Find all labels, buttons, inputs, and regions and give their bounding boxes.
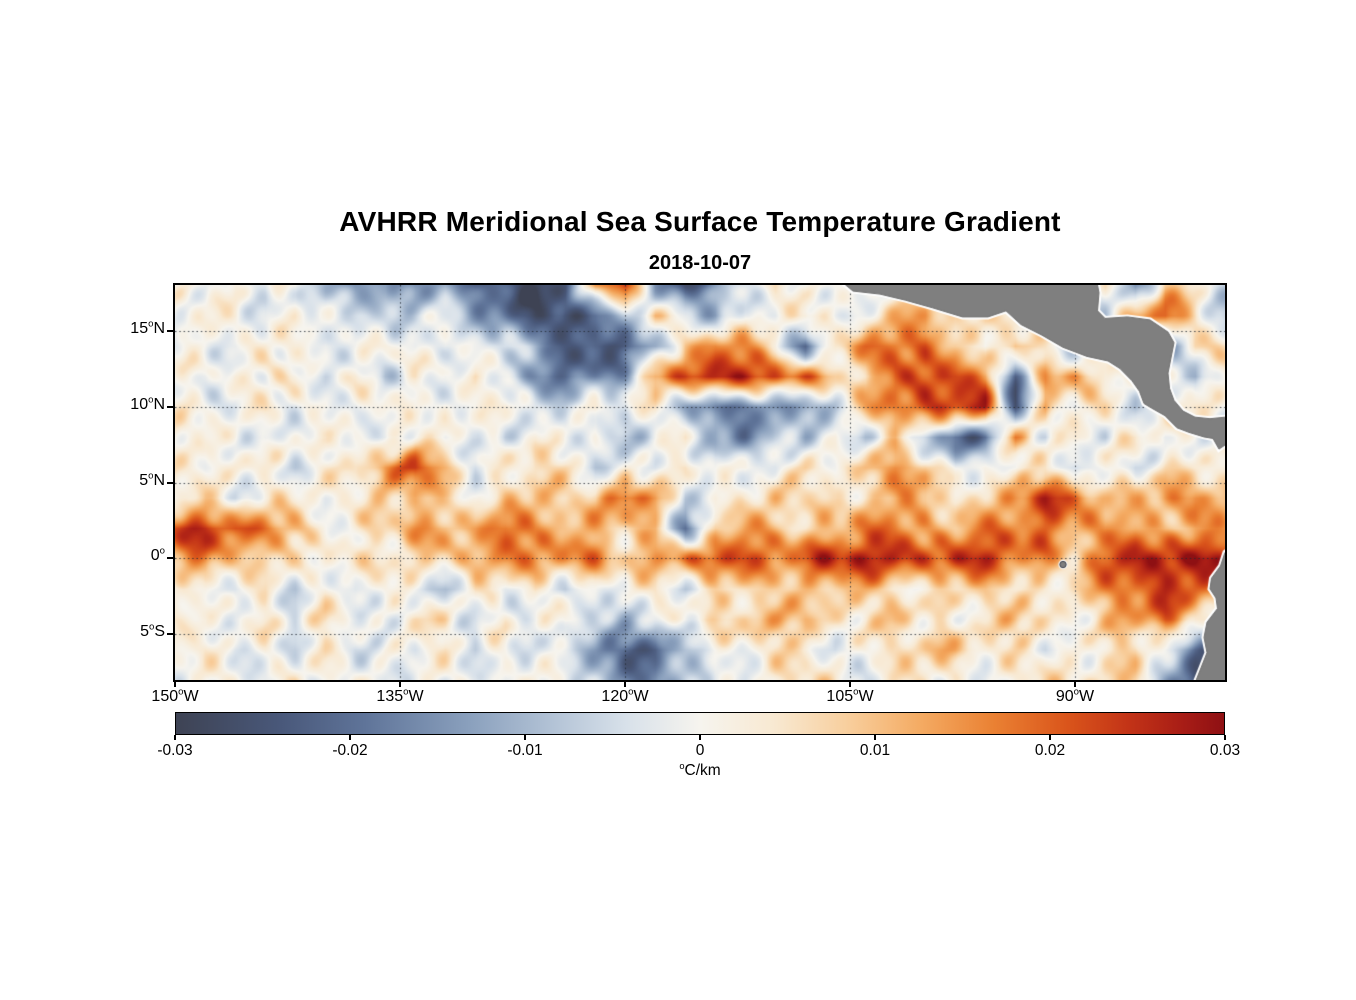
colorbar-tick-mark [1224, 735, 1226, 740]
unit-text: C/km [684, 762, 721, 779]
colorbar-tick-mark [524, 735, 526, 740]
x-tick-mark [849, 681, 851, 687]
x-tick-mark [1074, 681, 1076, 687]
colorbar-tick-label: 0.02 [1034, 742, 1066, 759]
y-tick-label: 5oN [139, 470, 165, 489]
x-tick-label: 120oW [601, 686, 649, 705]
map-plot-area [175, 285, 1225, 680]
colorbar-tick-label: 0.03 [1209, 742, 1241, 759]
colorbar-gradient [175, 712, 1225, 735]
colorbar-tick-mark [349, 735, 351, 740]
chart-date-subtitle: 2018-10-07 [648, 252, 752, 274]
x-tick-mark [399, 681, 401, 687]
y-tick-mark [167, 481, 173, 484]
x-tick-mark [624, 681, 626, 687]
y-tick-mark [167, 557, 173, 560]
x-tick-label: 105oW [826, 686, 874, 705]
colorbar-unit-label: oC/km [175, 760, 1225, 780]
y-tick-label: 5oS [140, 622, 165, 641]
y-tick-mark [167, 329, 173, 332]
colorbar-tick-label: -0.03 [157, 742, 193, 759]
y-tick-label: 0o [150, 546, 165, 565]
y-tick-mark [167, 405, 173, 408]
colorbar-tick-mark [1049, 735, 1051, 740]
y-tick-label: 10oN [130, 394, 165, 413]
chart-title: AVHRR Meridional Sea Surface Temperature… [339, 206, 1061, 237]
y-tick-label: 15oN [130, 318, 165, 337]
colorbar-tick-mark [699, 735, 701, 740]
x-tick-label: 150oW [151, 686, 199, 705]
x-tick-label: 135oW [376, 686, 424, 705]
colorbar-tick-mark [874, 735, 876, 740]
colorbar-tick-mark [174, 735, 176, 740]
y-tick-mark [167, 633, 173, 636]
x-tick-label: 90oW [1055, 686, 1095, 705]
sst-gradient-heatmap-canvas [175, 285, 1225, 680]
colorbar-tick-label: -0.01 [507, 742, 543, 759]
colorbar-tick-label: -0.02 [332, 742, 368, 759]
colorbar-tick-label: 0.01 [859, 742, 891, 759]
x-tick-mark [174, 681, 176, 687]
degree-sup: o [679, 760, 685, 771]
colorbar-tick-label: 0 [695, 742, 705, 759]
